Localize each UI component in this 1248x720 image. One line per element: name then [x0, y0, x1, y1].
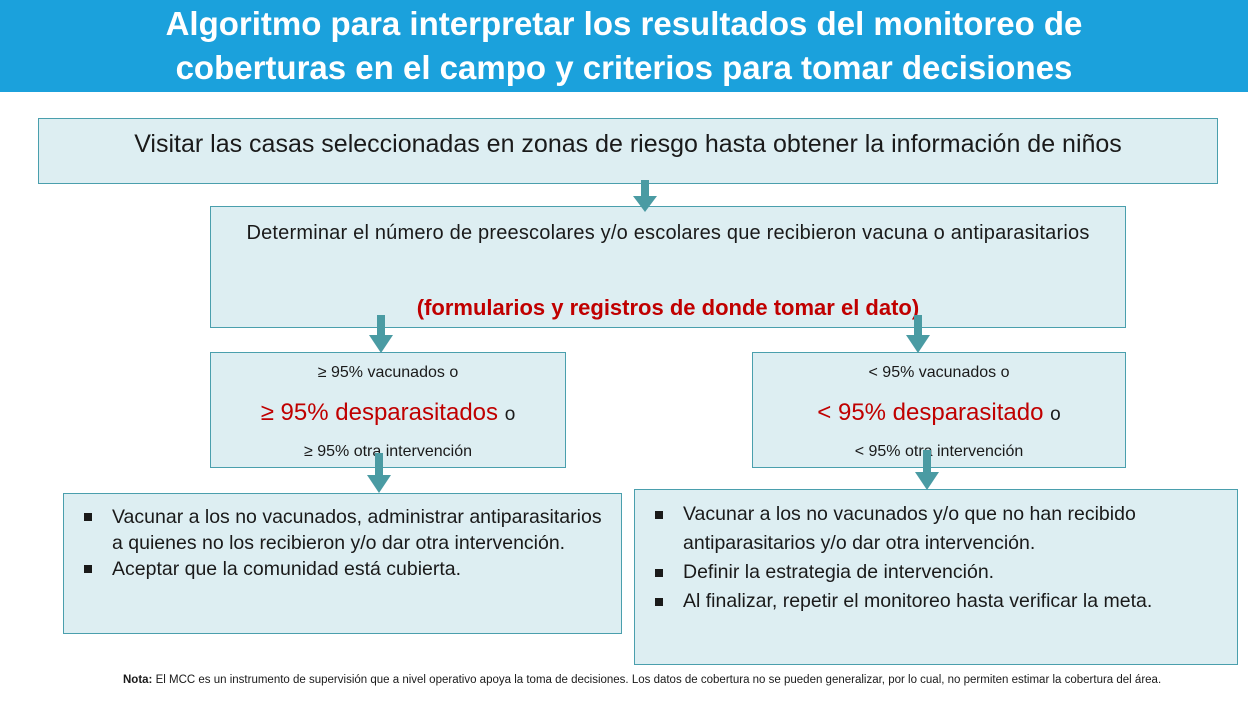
low-coverage-actions-box: Vacunar a los no vacunados y/o que no ha…: [634, 489, 1238, 665]
high-coverage-actions-list: Vacunar a los no vacunados, administrar …: [82, 504, 611, 582]
high-coverage-other: ≥ 95% otra intervención: [304, 443, 472, 460]
low-coverage-other: < 95% otra intervención: [854, 443, 1024, 460]
arrow-down-icon: [906, 315, 930, 353]
arrow-down-icon: [369, 315, 393, 353]
arrow-down-icon: [633, 180, 657, 212]
list-item: Aceptar que la comunidad está cubierta.: [82, 556, 611, 582]
title-line-2: coberturas en el campo y criterios para …: [175, 49, 1073, 86]
high-coverage-vaccinated: ≥ 95% vacunados o: [317, 364, 459, 381]
step-determine-number-box: Determinar el número de preescolares y/o…: [210, 206, 1126, 328]
high-coverage-or: o: [504, 404, 516, 425]
low-coverage-actions-list: Vacunar a los no vacunados y/o que no ha…: [653, 500, 1227, 616]
low-coverage-or: o: [1050, 404, 1061, 425]
step-determine-number-text: Determinar el número de preescolares y/o…: [246, 222, 1090, 244]
footnote-label: Nota:: [123, 674, 153, 686]
step-visit-houses-box: Visitar las casas seleccionadas en zonas…: [38, 118, 1218, 184]
title-line-1: Algoritmo para interpretar los resultado…: [165, 5, 1083, 42]
title-banner: Algoritmo para interpretar los resultado…: [0, 0, 1248, 92]
square-bullet-icon: [84, 513, 92, 521]
page-title: Algoritmo para interpretar los resultado…: [0, 2, 1248, 90]
high-coverage-dewormed-text: ≥ 95% desparasitados: [260, 399, 499, 426]
list-item: Al finalizar, repetir el monitoreo hasta…: [653, 587, 1227, 616]
arrow-down-icon: [915, 450, 939, 490]
low-coverage-dewormed-text: < 95% desparasitado: [817, 399, 1044, 426]
arrow-down-icon: [367, 453, 391, 493]
low-coverage-dewormed: < 95% desparasitado o: [753, 398, 1125, 430]
high-coverage-dewormed: ≥ 95% desparasitados o: [211, 398, 565, 430]
data-source-highlight: (formularios y registros de donde tomar …: [416, 295, 920, 320]
list-item: Definir la estrategia de intervención.: [653, 558, 1227, 587]
footnote-text: El MCC es un instrumento de supervisión …: [155, 674, 1162, 686]
high-coverage-box: ≥ 95% vacunados o ≥ 95% desparasitados o…: [210, 352, 566, 468]
list-item: Vacunar a los no vacunados, administrar …: [82, 504, 611, 556]
square-bullet-icon: [84, 565, 92, 573]
step-visit-houses-text: Visitar las casas seleccionadas en zonas…: [134, 130, 1122, 158]
low-coverage-box: < 95% vacunados o < 95% desparasitado o …: [752, 352, 1126, 468]
high-coverage-actions-box: Vacunar a los no vacunados, administrar …: [63, 493, 622, 634]
square-bullet-icon: [655, 511, 663, 519]
square-bullet-icon: [655, 598, 663, 606]
square-bullet-icon: [655, 569, 663, 577]
list-item: Vacunar a los no vacunados y/o que no ha…: [653, 500, 1227, 558]
footnote: Nota: El MCC es un instrumento de superv…: [123, 669, 1188, 691]
low-coverage-vaccinated: < 95% vacunados o: [868, 364, 1010, 381]
